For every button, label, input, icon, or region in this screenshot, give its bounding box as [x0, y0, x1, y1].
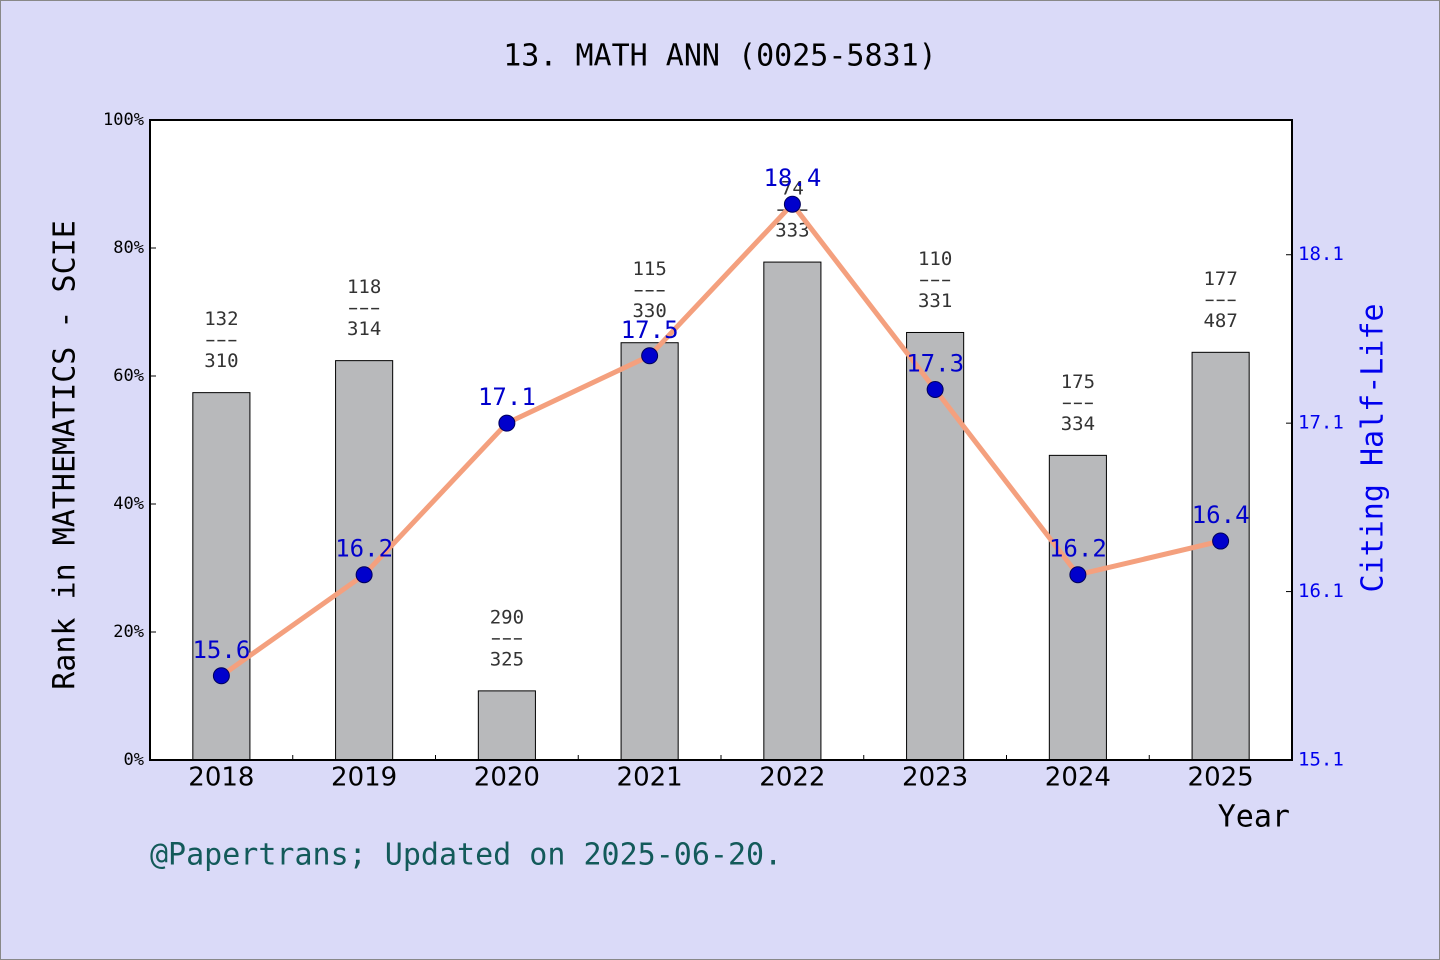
- rank-label: 177: [1203, 268, 1237, 290]
- rank-label: 110: [918, 248, 952, 270]
- point: [926, 380, 944, 398]
- rank-label: 175: [1061, 371, 1095, 393]
- total-label: 314: [347, 318, 381, 340]
- y-tick-label: 0%: [124, 750, 144, 770]
- y2-tick-label: 16.1: [1298, 580, 1344, 602]
- total-label: 310: [204, 350, 238, 372]
- total-label: 330: [632, 300, 666, 322]
- point-label: 17.1: [478, 383, 536, 411]
- x-tick-label: 2025: [1188, 763, 1254, 793]
- rank-label: 115: [632, 258, 666, 280]
- line: [219, 201, 1222, 678]
- bar: [335, 360, 394, 761]
- bar: [906, 331, 965, 761]
- y-axis-label: Rank in MATHEMATICS - SCIE: [48, 220, 83, 690]
- y2-tick-label: 18.1: [1298, 243, 1344, 265]
- y2-tick-label: 17.1: [1298, 412, 1344, 434]
- bar: [1191, 351, 1250, 761]
- y2-tick-label: 15.1: [1298, 749, 1344, 771]
- point: [498, 414, 516, 432]
- point-label: 18.4: [763, 164, 821, 192]
- x-tick-label: 2023: [902, 763, 968, 793]
- bar: [620, 342, 679, 761]
- bar: [192, 392, 251, 761]
- y-tick-label: 40%: [113, 494, 144, 514]
- footer: @Papertrans; Updated on 2025-06-20.: [150, 838, 782, 873]
- y-tick-label: 60%: [113, 366, 144, 386]
- total-label: 325: [490, 648, 524, 670]
- point-label: 16.4: [1192, 501, 1250, 529]
- point: [1212, 532, 1230, 550]
- rank-label: 74: [781, 178, 804, 200]
- x-tick-label: 2024: [1045, 763, 1111, 793]
- bar: [477, 690, 536, 761]
- point-label: 17.3: [906, 349, 964, 377]
- point: [1069, 566, 1087, 584]
- total-label: 331: [918, 290, 952, 312]
- rank-label: 290: [490, 606, 524, 628]
- point-label: 17.5: [621, 316, 679, 344]
- plot-area: [150, 120, 1292, 760]
- total-label: 487: [1203, 310, 1237, 332]
- bar: [763, 261, 822, 761]
- point: [641, 347, 659, 365]
- plot-frame: [149, 119, 1293, 761]
- y-tick-label: 80%: [113, 238, 144, 258]
- bar: [1048, 454, 1107, 761]
- x-axis-label: Year: [1218, 800, 1290, 835]
- point: [783, 195, 801, 213]
- x-tick-label: 2018: [188, 763, 254, 793]
- point-label: 15.6: [192, 636, 250, 664]
- y-tick-label: 20%: [113, 622, 144, 642]
- point: [355, 566, 373, 584]
- x-tick-label: 2020: [474, 763, 540, 793]
- y2-axis-label: Citing Half-Life: [1356, 304, 1391, 593]
- x-tick-label: 2019: [331, 763, 397, 793]
- total-label: 334: [1061, 413, 1095, 435]
- x-tick-label: 2022: [759, 763, 825, 793]
- point-label: 16.2: [1049, 535, 1107, 563]
- y-tick-label: 100%: [103, 110, 144, 130]
- total-label: 333: [775, 220, 809, 242]
- x-tick-label: 2021: [617, 763, 683, 793]
- point: [212, 667, 230, 685]
- point-label: 16.2: [335, 535, 393, 563]
- chart-title: 13. MATH ANN (0025-5831): [503, 39, 936, 74]
- rank-label: 132: [204, 308, 238, 330]
- rank-label: 118: [347, 276, 381, 298]
